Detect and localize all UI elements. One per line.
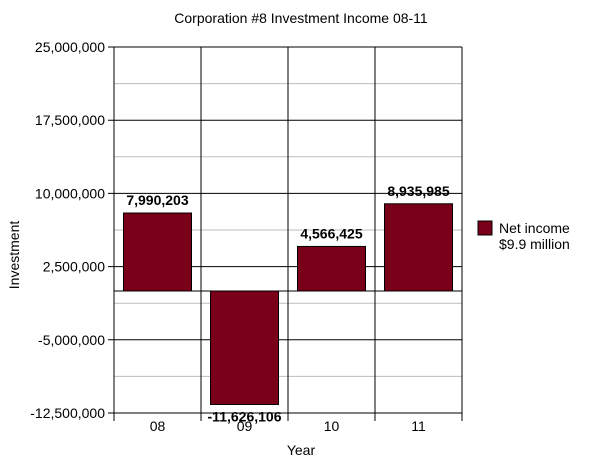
chart-title: Corporation #8 Investment Income 08-11: [174, 10, 428, 26]
legend-line-1: Net income: [499, 220, 570, 236]
y-axis-ticks: 25,000,000 17,500,000 10,000,000 2,500,000 -…: [30, 39, 105, 421]
data-label: 7,990,203: [126, 192, 188, 208]
x-tick-label: 08: [150, 418, 166, 434]
bars: [123, 203, 453, 405]
y-tick-label: 25,000,000: [35, 39, 105, 55]
x-tick-label: 11: [411, 418, 426, 434]
data-label: 4,566,425: [300, 225, 362, 241]
legend: Net income $9.9 million: [477, 220, 570, 252]
legend-line-2: $9.9 million: [499, 236, 570, 252]
y-tick-label: 17,500,000: [35, 112, 105, 128]
x-tick-label: 09: [237, 418, 253, 434]
bar: [210, 290, 279, 405]
data-labels: 7,990,203 -11,626,106 4,566,425 8,935,985: [126, 183, 449, 425]
x-tick-label: 10: [324, 418, 340, 434]
y-tick-label: -12,500,000: [30, 405, 105, 421]
y-tick-label: 2,500,000: [43, 259, 105, 275]
y-tick-label: -5,000,000: [38, 332, 105, 348]
x-axis-label: Year: [287, 442, 316, 458]
data-label: 8,935,985: [387, 183, 449, 199]
bar: [123, 212, 192, 292]
data-label: -11,626,106: [208, 408, 282, 424]
bar: [297, 245, 366, 292]
x-axis-ticks: 08 09 10 11: [150, 418, 426, 434]
legend-swatch: [477, 220, 493, 236]
bar: [384, 203, 453, 292]
y-tick-label: 10,000,000: [35, 185, 105, 201]
y-axis-label: Investment: [6, 221, 22, 290]
